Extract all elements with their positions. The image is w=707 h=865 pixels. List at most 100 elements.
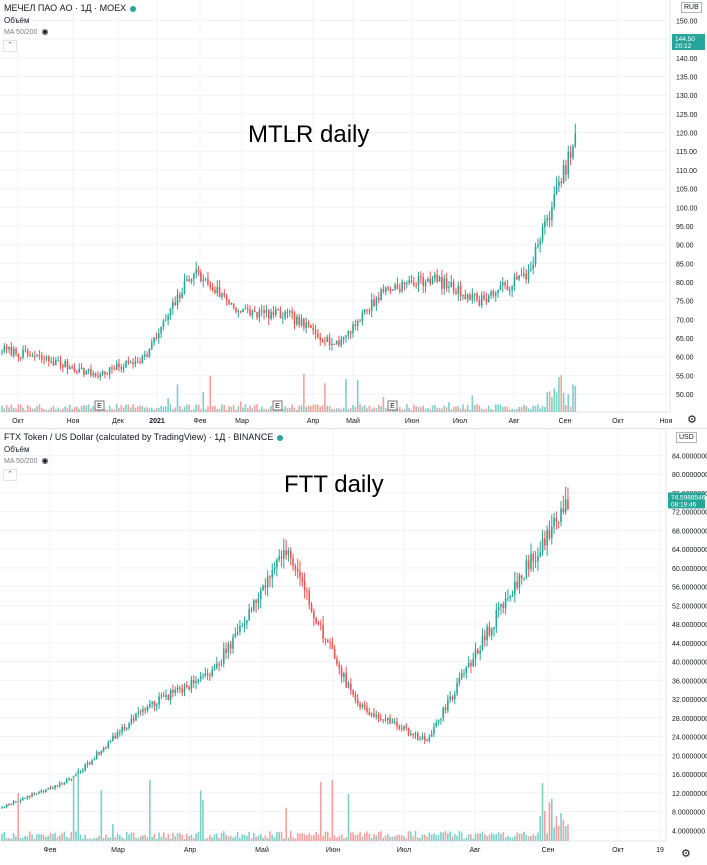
candle: [70, 778, 73, 780]
eye-icon[interactable]: ◉: [41, 27, 49, 36]
candle: [199, 676, 202, 680]
candle: [90, 369, 92, 376]
candle: [296, 316, 298, 325]
candle: [340, 339, 343, 346]
candle: [459, 285, 462, 296]
candle: [428, 736, 431, 742]
volume-bar: [417, 837, 419, 841]
candle: [541, 227, 544, 241]
volume-bar: [109, 837, 112, 841]
volume-bar: [79, 834, 82, 841]
volume-bar: [26, 836, 29, 841]
volume-bar: [553, 388, 556, 412]
volume-bar: [165, 406, 167, 412]
y-tick-label: 60.0000000: [672, 566, 707, 573]
ftt-chart-panel[interactable]: 84.000000080.000000076.000000072.0000000…: [0, 428, 707, 865]
candle: [139, 362, 141, 364]
eye-icon[interactable]: ◉: [41, 456, 49, 465]
volume-bar: [384, 408, 387, 412]
y-tick-label: 75.00: [676, 299, 694, 306]
candle: [49, 787, 52, 789]
volume-bar: [197, 832, 200, 841]
gear-icon[interactable]: ⚙: [681, 848, 691, 860]
candle: [94, 373, 97, 376]
candle: [241, 625, 244, 627]
candle: [73, 367, 76, 372]
candle: [150, 342, 153, 349]
y-tick-label: 140.00: [676, 56, 698, 63]
volume-bar: [312, 404, 315, 412]
volume-bar: [153, 409, 155, 412]
candle: [452, 282, 455, 292]
volume-bar: [324, 383, 326, 412]
volume-bar: [169, 404, 172, 412]
mtlr-chart-canvas[interactable]: 150.00145.00140.00135.00130.00125.00120.…: [0, 0, 707, 428]
y-tick-label: 24.0000000: [672, 735, 707, 742]
x-tick-label: Июл: [397, 847, 411, 854]
volume-bar: [129, 407, 132, 412]
candle: [354, 324, 357, 327]
candle: [183, 685, 186, 693]
volume-bar: [52, 406, 55, 412]
volume-bar: [481, 831, 484, 841]
volume-bar: [495, 834, 498, 841]
candle: [548, 218, 551, 220]
y-tick-label: 80.00: [676, 280, 694, 287]
volume-bar: [216, 833, 218, 841]
volume-bar: [523, 405, 525, 412]
candle: [527, 269, 530, 280]
volume-bar: [186, 404, 188, 412]
mtlr-currency-selector[interactable]: RUB: [681, 2, 702, 13]
volume-bar: [200, 409, 202, 412]
market-status-dot: [130, 5, 137, 12]
volume-bar: [470, 834, 472, 841]
y-tick-label: 135.00: [676, 75, 698, 82]
volume-bar: [246, 835, 248, 841]
candle: [227, 644, 230, 653]
collapse-legend-button[interactable]: ⌃: [3, 469, 17, 481]
mtlr-ma-text: MA 50/200: [4, 29, 38, 36]
candle: [567, 151, 570, 175]
candle: [251, 310, 254, 316]
volume-bar: [500, 833, 502, 841]
candle: [99, 374, 102, 377]
y-tick-label: 60.00: [676, 355, 694, 362]
ftt-chart-canvas[interactable]: 84.000000080.000000076.000000072.0000000…: [0, 429, 707, 865]
candle: [481, 635, 484, 651]
volume-bar: [301, 833, 304, 841]
candle: [523, 273, 525, 276]
volume-bar: [326, 405, 329, 412]
volume-bar: [176, 833, 179, 841]
candle: [333, 343, 336, 345]
mtlr-ma-label[interactable]: MA 50/200 ◉: [4, 27, 48, 36]
volume-bar: [174, 407, 176, 412]
volume-bar: [29, 406, 31, 412]
candle: [22, 349, 24, 358]
volume-bar: [229, 835, 232, 841]
candle: [310, 324, 312, 329]
candle: [143, 354, 146, 357]
ftt-currency-selector[interactable]: USD: [676, 432, 697, 443]
y-tick-label: 105.00: [676, 187, 698, 194]
ftt-ma-label[interactable]: MA 50/200 ◉: [4, 456, 48, 465]
volume-bar: [373, 407, 375, 412]
y-tick-label: 110.00: [676, 168, 697, 175]
volume-bar: [497, 404, 499, 412]
candle: [3, 345, 6, 352]
volume-bar: [403, 836, 405, 841]
volume-bar: [243, 834, 246, 841]
gear-icon[interactable]: ⚙: [687, 414, 697, 426]
volume-bar: [80, 405, 83, 412]
volume-bar: [354, 406, 357, 412]
volume-bar: [87, 404, 90, 412]
volume-bar: [455, 406, 457, 412]
volume-bar: [480, 408, 483, 412]
collapse-legend-button[interactable]: ⌃: [3, 40, 17, 52]
candle: [276, 559, 278, 568]
volume-bar: [139, 405, 141, 412]
candle: [179, 294, 181, 298]
y-tick-label: 130.00: [676, 93, 698, 100]
volume-bar: [19, 837, 22, 841]
mtlr-chart-panel[interactable]: 150.00145.00140.00135.00130.00125.00120.…: [0, 0, 707, 428]
volume-bar: [321, 405, 324, 412]
